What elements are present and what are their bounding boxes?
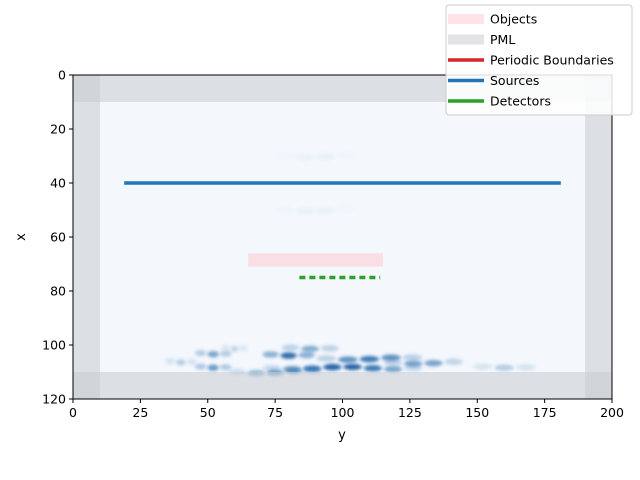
field-wave-segment: [404, 365, 423, 372]
legend-item-periodic: Periodic Boundaries: [448, 53, 614, 68]
field-wave-2: [316, 354, 423, 363]
field-wave-segment: [262, 351, 279, 358]
x-tick-label: 50: [200, 405, 216, 420]
field-wave-segment: [404, 360, 423, 367]
field-wave-segment: [207, 351, 219, 358]
legend-label-object: Objects: [490, 12, 537, 27]
field-wave-segment: [280, 352, 297, 359]
field-wave-segment: [316, 207, 335, 214]
legend-label-periodic: Periodic Boundaries: [490, 53, 614, 68]
field-wave-8: [165, 358, 197, 366]
field-wave-segment: [220, 364, 232, 371]
field-wave-segment: [321, 345, 339, 352]
x-tick-label: 175: [533, 405, 557, 420]
field-wave-10: [221, 344, 248, 353]
field-wave-12: [276, 206, 355, 215]
field-wave-segment: [516, 364, 536, 371]
field-wave-segment: [359, 355, 380, 363]
legend-swatch-pml: [448, 34, 484, 45]
field-wave-3: [383, 358, 463, 367]
y-axis-label: x: [14, 233, 29, 241]
field-wave-segment: [402, 354, 423, 361]
field-wave-segment: [363, 365, 382, 372]
x-tick-label: 0: [69, 405, 77, 420]
y-tick-label: 0: [58, 68, 66, 83]
y-tick-label: 100: [42, 338, 66, 353]
pml-region-3: [73, 372, 612, 399]
y-tick-label: 40: [50, 176, 66, 191]
field-wave-11: [276, 152, 355, 161]
field-wave-segment: [230, 345, 239, 353]
field-wave-segment: [381, 354, 401, 361]
x-tick-label: 100: [331, 405, 355, 420]
field-layer: [165, 152, 536, 377]
legend-swatch-object: [448, 14, 484, 24]
field-wave-segment: [207, 364, 219, 371]
legend-label-pml: PML: [490, 32, 515, 47]
field-wave-segment: [444, 358, 463, 365]
field-wave-segment: [298, 351, 315, 359]
x-tick-label: 125: [398, 405, 422, 420]
legend-item-source: Sources: [448, 73, 539, 88]
y-ticks: 0 20 40 60 80 100 120: [42, 68, 73, 407]
field-wave-1: [262, 351, 315, 359]
pml-region-1: [585, 75, 612, 399]
legend: Objects PML Periodic Boundaries Sources Dete…: [445, 4, 633, 116]
legend-item-pml: PML: [448, 32, 515, 47]
y-tick-label: 20: [50, 122, 66, 137]
object-0: [248, 253, 383, 267]
field-wave-segment: [296, 207, 315, 215]
field-wave-segment: [323, 363, 342, 371]
field-wave-segment: [221, 344, 230, 351]
field-wave-segment: [220, 350, 232, 357]
field-wave-7: [194, 363, 232, 371]
field-wave-6: [194, 349, 232, 358]
field-wave-segment: [186, 358, 197, 366]
legend-label-source: Sources: [490, 73, 539, 88]
x-axis-label: y: [338, 428, 346, 443]
field-wave-segment: [276, 207, 294, 213]
legend-item-object: Objects: [448, 12, 537, 27]
field-wave-segment: [296, 153, 315, 161]
field-wave-segment: [194, 363, 207, 370]
legend-box: [445, 4, 633, 116]
field-wave-segment: [494, 364, 514, 371]
field-wave-segment: [276, 153, 294, 159]
field-wave-segment: [383, 359, 403, 366]
x-tick-label: 25: [132, 405, 148, 420]
pml-region-0: [73, 75, 100, 399]
field-wave-segment: [472, 363, 493, 370]
field-wave-segment: [194, 349, 207, 357]
field-wave-9: [472, 363, 536, 371]
legend-item-detector: Detectors: [448, 94, 551, 109]
field-wave-segment: [316, 153, 335, 160]
field-wave-segment: [175, 359, 186, 366]
field-wave-segment: [424, 359, 443, 367]
x-tick-label: 150: [465, 405, 489, 420]
field-wave-segment: [281, 344, 300, 351]
field-wave-0: [281, 344, 339, 353]
field-wave-segment: [337, 152, 355, 158]
y-tick-label: 120: [42, 392, 66, 407]
x-tick-label: 200: [600, 405, 624, 420]
field-wave-segment: [239, 345, 248, 352]
field-wave-segment: [316, 355, 337, 362]
y-tick-label: 80: [50, 284, 66, 299]
field-wave-segment: [383, 365, 403, 373]
x-tick-label: 75: [267, 405, 283, 420]
field-wave-segment: [343, 363, 362, 371]
y-tick-label: 60: [50, 230, 66, 245]
x-ticks: 0 25 50 75 100 125 150 175 200: [69, 399, 624, 420]
field-wave-segment: [337, 206, 355, 212]
pml-layer: [73, 75, 612, 399]
field-wave-segment: [301, 345, 320, 353]
field-wave-segment: [165, 358, 175, 365]
field-wave-segment: [338, 356, 358, 363]
object-layer: [248, 253, 383, 267]
legend-label-detector: Detectors: [490, 94, 551, 109]
plot-background: [73, 75, 612, 399]
